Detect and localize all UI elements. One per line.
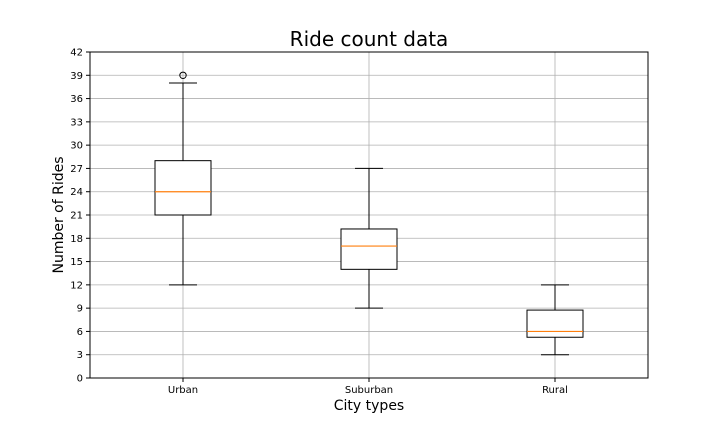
box-rural	[526, 284, 584, 356]
outlier-point	[179, 71, 187, 79]
y-tick-label: 33	[70, 117, 83, 128]
y-tick-label: 42	[70, 48, 83, 59]
chart-title: Ride count data	[290, 27, 449, 51]
y-tick-label: 0	[77, 374, 83, 385]
boxes	[154, 71, 584, 356]
y-tick-label: 27	[70, 164, 83, 175]
box-suburban	[340, 167, 398, 309]
y-tick-label: 18	[70, 234, 83, 245]
y-tick-label: 12	[70, 280, 83, 291]
y-tick-label: 3	[77, 350, 83, 361]
iqr-box	[340, 228, 398, 270]
x-tick-label: Rural	[542, 385, 568, 396]
y-tick-label: 30	[70, 141, 83, 152]
x-tick-label: Suburban	[345, 385, 393, 396]
y-tick-label: 36	[70, 94, 83, 105]
iqr-box	[526, 309, 584, 338]
x-axis-label: City types	[334, 398, 404, 414]
y-tick-label: 6	[77, 327, 83, 338]
x-tick-label: Urban	[168, 385, 198, 396]
y-tick-label: 15	[70, 257, 83, 268]
y-tick-label: 21	[70, 211, 83, 222]
iqr-box	[154, 160, 212, 216]
y-axis-label: Number of Rides	[51, 156, 67, 273]
box-urban	[154, 71, 212, 286]
y-tick-label: 24	[70, 187, 83, 198]
y-tick-label: 9	[77, 304, 83, 315]
y-tick-label: 39	[70, 71, 83, 82]
